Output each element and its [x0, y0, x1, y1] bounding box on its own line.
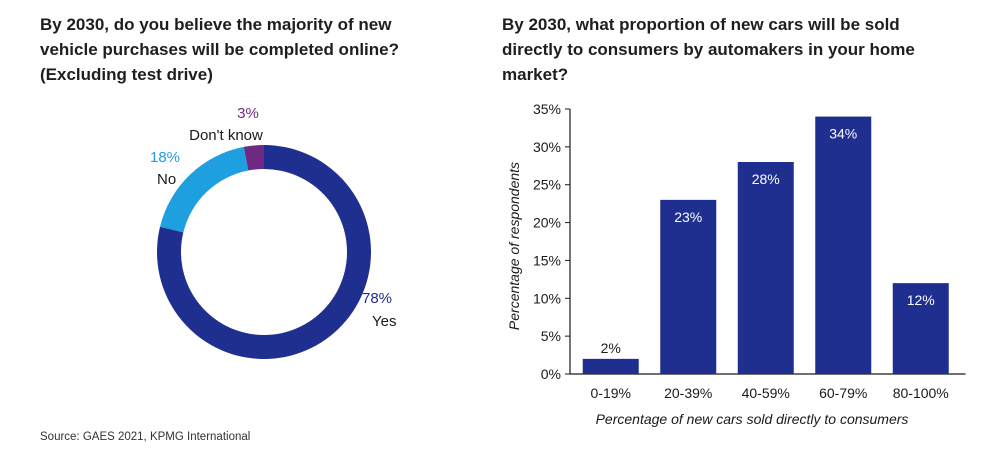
y-tick-label: 25%: [533, 177, 561, 193]
donut-category-label-don-t-know: Don't know: [189, 127, 263, 144]
bar: [737, 162, 794, 374]
bar: [582, 358, 639, 374]
y-tick-label: 0%: [541, 366, 561, 382]
bar-chart-title: By 2030, what proportion of new cars wil…: [502, 12, 942, 87]
bar-value-label: 34%: [829, 126, 857, 142]
donut-category-label-no: No: [157, 171, 176, 188]
x-tick-label: 0-19%: [591, 385, 631, 401]
bar-title-line: market?: [502, 65, 569, 84]
y-tick-label: 10%: [533, 290, 561, 306]
y-tick-label: 5%: [541, 328, 561, 344]
donut-title-line: By 2030, do you believe the majority of …: [40, 15, 392, 34]
x-tick-label: 60-79%: [819, 385, 867, 401]
y-tick-label: 15%: [533, 252, 561, 268]
x-tick-label: 20-39%: [664, 385, 712, 401]
y-axis-title: Percentage of respondents: [506, 162, 522, 330]
donut-slice-don-t-know: [243, 145, 264, 171]
donut-slice-no: [160, 146, 249, 233]
x-tick-label: 80-100%: [893, 385, 949, 401]
bar: [815, 116, 872, 375]
bar-value-label: 23%: [674, 209, 702, 225]
bar: [892, 283, 949, 374]
source-note: Source: GAES 2021, KPMG International: [40, 431, 251, 443]
y-tick-label: 35%: [533, 101, 561, 117]
y-tick-label: 30%: [533, 139, 561, 155]
bar-title-line: directly to consumers by automakers in y…: [502, 40, 915, 59]
bar-value-label: 12%: [907, 292, 935, 308]
bar-value-label: 28%: [752, 171, 780, 187]
bar-value-label: 2%: [601, 340, 621, 356]
donut-title-line: vehicle purchases will be completed onli…: [40, 40, 399, 59]
donut-title-line: (Excluding test drive): [40, 65, 213, 84]
donut-value-label-no: 18%: [150, 149, 180, 166]
x-tick-label: 40-59%: [742, 385, 790, 401]
donut-chart-title: By 2030, do you believe the majority of …: [40, 12, 440, 87]
donut-value-label-yes: 78%: [362, 290, 392, 307]
bar-title-line: By 2030, what proportion of new cars wil…: [502, 15, 900, 34]
bar: [660, 199, 717, 374]
y-tick-label: 20%: [533, 215, 561, 231]
x-axis-title: Percentage of new cars sold directly to …: [596, 411, 909, 427]
donut-value-label-don-t-know: 3%: [237, 105, 259, 122]
donut-category-label-yes: Yes: [372, 313, 396, 330]
